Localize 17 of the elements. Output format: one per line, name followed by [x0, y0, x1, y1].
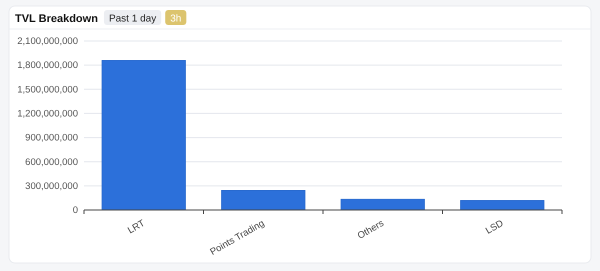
x-tick-label: LRT	[126, 218, 148, 236]
y-tick-label: 600,000,000	[25, 156, 78, 168]
bar	[460, 200, 544, 210]
y-tick-label: 900,000,000	[25, 132, 78, 144]
chart-title: TVL Breakdown	[15, 13, 98, 25]
bar	[340, 198, 425, 210]
text: Past 1 day	[108, 14, 156, 24]
bar	[102, 60, 186, 210]
y-tick-label: 0	[72, 205, 78, 216]
y-tick-label: 1,800,000,000	[17, 60, 78, 72]
x-tick-label: LSD	[484, 218, 506, 237]
y-tick-label: 1,500,000,000	[17, 84, 78, 96]
y-tick-label: 2,100,000,000	[17, 36, 78, 48]
y-tick-label: 300,000,000	[25, 180, 78, 192]
text: 3h	[170, 14, 182, 24]
y-tick-label: 1,200,000,000	[17, 108, 78, 120]
bar	[221, 190, 306, 210]
